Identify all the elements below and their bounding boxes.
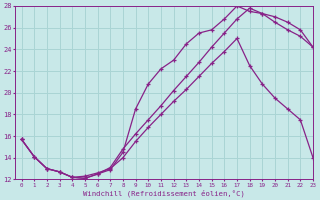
X-axis label: Windchill (Refroidissement éolien,°C): Windchill (Refroidissement éolien,°C) [83, 189, 245, 197]
